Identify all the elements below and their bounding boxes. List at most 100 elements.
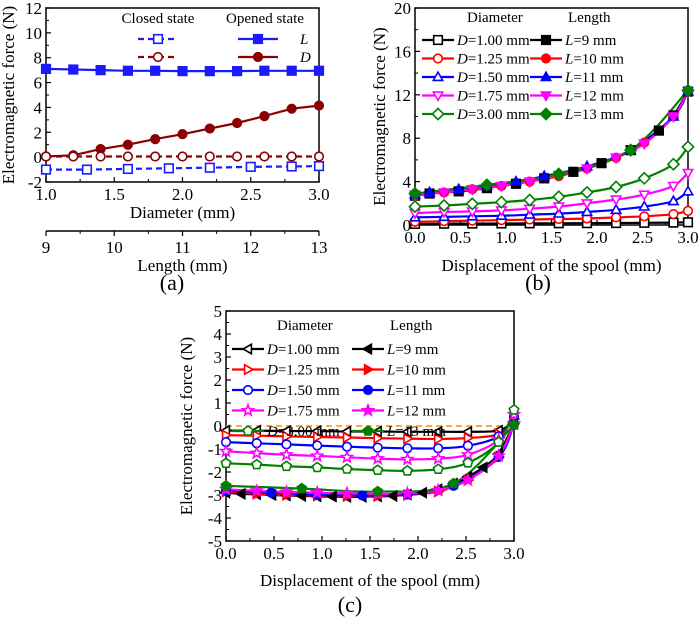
y-tick-label: -4 [208, 509, 223, 528]
data-point [280, 460, 293, 472]
data-point [452, 182, 465, 194]
data-point [681, 140, 695, 154]
x-tick-label: 0.5 [263, 544, 284, 563]
data-point [122, 139, 133, 150]
legend-marker [362, 384, 374, 396]
y-tick-label: 1 [214, 394, 223, 413]
legend-label: D=1.75 mm [266, 404, 340, 420]
legend-marker [241, 342, 253, 356]
legend-label-value: =1.75 mm [278, 404, 340, 420]
data-point [220, 457, 232, 469]
data-point [432, 463, 444, 475]
data-point [509, 175, 523, 186]
data-point [637, 171, 652, 186]
data-point [259, 111, 270, 122]
data-point [682, 205, 694, 216]
data-point [447, 477, 460, 489]
legend-label: L=11 mm [564, 70, 624, 86]
legend-label: D=3.00 mm [456, 107, 530, 123]
data-point [313, 160, 325, 172]
legend-label-value: =1.50 mm [468, 70, 530, 86]
legend-label-value: =1.00 mm [278, 342, 340, 358]
legend-label-var: D [456, 33, 468, 49]
data-point [639, 211, 650, 222]
data-point [465, 197, 480, 211]
legend-label: D=3.00 mm [266, 424, 340, 440]
data-point [580, 199, 594, 210]
legend-label-var: D [266, 363, 278, 379]
legend-header-diameter: Diameter [277, 318, 333, 334]
data-point [339, 449, 355, 464]
legend-label-var: L [564, 33, 573, 49]
data-point [681, 168, 695, 180]
data-point [403, 432, 415, 445]
legend-marker [252, 33, 264, 45]
markers-d-3-00-mm [220, 404, 520, 476]
data-point [372, 464, 384, 476]
legend-entry: D=1.00 mm [232, 342, 340, 358]
markers-closed-l [40, 160, 325, 175]
data-point [341, 463, 353, 474]
legend-marker [431, 107, 445, 121]
data-point [68, 64, 79, 75]
legend-label-value: =3.00 mm [278, 424, 340, 440]
y-tick-label: 8 [403, 129, 412, 148]
legend-marker [539, 70, 553, 82]
x-axis-label: Displacement of the spool (mm) [260, 571, 480, 590]
legend-marker [363, 363, 375, 376]
legend-label-var: L [564, 70, 573, 86]
data-point [491, 448, 507, 463]
legend-entry: L=12 mm [352, 402, 446, 420]
series-line [46, 165, 319, 171]
data-point [430, 450, 446, 466]
legend-marker [240, 402, 256, 417]
data-point [495, 181, 508, 193]
data-point [681, 184, 695, 196]
data-point [286, 65, 297, 76]
legend-label: D=1.75 mm [456, 89, 530, 105]
data-point [623, 143, 638, 157]
data-point [408, 199, 422, 214]
legend-label: L=11 mm [386, 383, 446, 399]
legend-label-var: D [456, 107, 468, 123]
y-tick-label: 4 [34, 98, 43, 117]
data-point [372, 442, 383, 453]
legend-label-value: =13 mm [573, 107, 624, 123]
data-point [653, 125, 664, 136]
data-point [431, 425, 443, 438]
data-point [463, 431, 475, 445]
data-point [401, 464, 414, 476]
data-point [416, 486, 428, 499]
data-point [40, 164, 52, 175]
data-point [402, 443, 413, 454]
data-point [492, 436, 505, 447]
data-point [40, 63, 52, 74]
data-point [40, 151, 52, 162]
data-point [667, 194, 680, 206]
legend-label-value: =9 mm [395, 342, 438, 358]
panel-label: (a) [160, 270, 184, 295]
data-point [552, 190, 566, 204]
legend-marker [152, 51, 164, 63]
legend-label-value: =1.00 mm [468, 33, 530, 49]
data-point [251, 458, 263, 470]
legend-label: L=10 mm [386, 363, 446, 379]
legend-marker [252, 51, 264, 63]
x-axis-label: Displacement of the spool (mm) [441, 256, 661, 275]
legend-label: D=1.00 mm [266, 342, 340, 358]
data-point [282, 430, 294, 443]
data-point [668, 209, 679, 220]
data-point [163, 163, 174, 174]
data-point [204, 151, 215, 162]
legend-marker [539, 91, 553, 103]
data-point [150, 151, 161, 162]
data-point [667, 181, 680, 193]
legend-label-value: =1.25 mm [468, 52, 530, 68]
legend-marker [431, 70, 445, 82]
y-tick-label: 0 [214, 417, 223, 436]
legend-label-value: =3.00 mm [468, 107, 530, 123]
data-point [296, 482, 308, 494]
x-tick-label: 0.5 [450, 228, 471, 247]
